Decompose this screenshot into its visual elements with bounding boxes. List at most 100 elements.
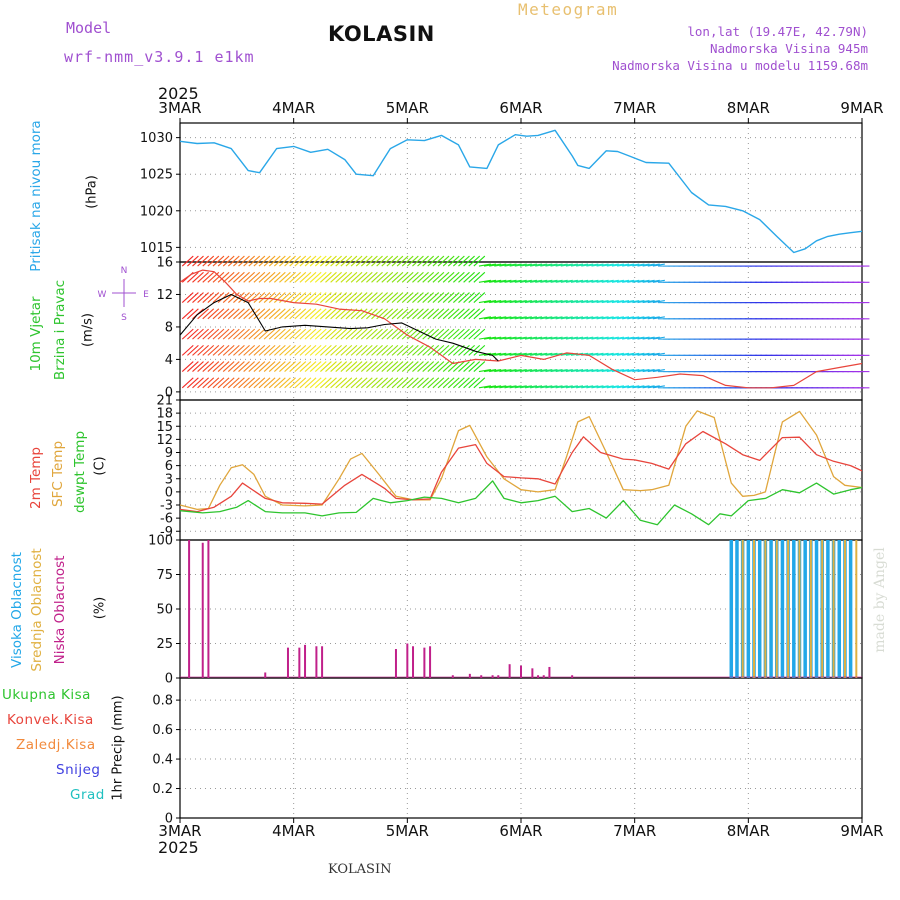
wind-barb bbox=[222, 328, 235, 340]
wind-barb bbox=[545, 300, 558, 304]
cloud-low-bar bbox=[429, 646, 432, 678]
wind-barb bbox=[406, 255, 419, 267]
time-label-bottom: 9MAR bbox=[840, 822, 883, 840]
wind-barb bbox=[447, 255, 460, 267]
wind-barb bbox=[366, 271, 378, 283]
wind-barb bbox=[238, 361, 250, 372]
wind-barb bbox=[611, 369, 625, 373]
wind-barb bbox=[642, 352, 655, 356]
wind-barb bbox=[396, 292, 409, 303]
y-tick-label: 8 bbox=[165, 320, 173, 335]
wind-barb bbox=[652, 279, 665, 283]
wind-barb bbox=[340, 377, 353, 389]
wind-barb bbox=[570, 369, 584, 373]
wind-barb bbox=[478, 369, 492, 373]
wind-barb bbox=[468, 292, 481, 303]
wind-barb bbox=[345, 344, 358, 356]
wind-barb bbox=[509, 369, 522, 373]
wind-barb bbox=[406, 308, 419, 320]
wind-barb bbox=[483, 336, 497, 340]
wind-barb bbox=[376, 328, 389, 340]
wind-barb bbox=[647, 352, 660, 356]
wind-barb bbox=[258, 292, 271, 303]
wind-barb bbox=[494, 300, 507, 304]
wind-barb bbox=[263, 361, 276, 372]
wind-barb bbox=[632, 279, 645, 283]
wind-barb bbox=[391, 271, 404, 283]
wind-barb bbox=[622, 385, 635, 389]
wind-barb bbox=[412, 255, 424, 267]
precip-legend-conv: Konvek.Kisa bbox=[7, 712, 94, 728]
wind-barb bbox=[509, 316, 522, 320]
wind-barb bbox=[202, 328, 215, 340]
wind-barb bbox=[642, 369, 655, 373]
wind-barb bbox=[442, 328, 455, 340]
wind-barb bbox=[181, 255, 194, 267]
wind-barb bbox=[325, 255, 337, 267]
wind-barb bbox=[494, 316, 507, 320]
y-tick-label: 6 bbox=[165, 459, 173, 474]
wind-barb bbox=[386, 344, 399, 356]
wind-barb bbox=[637, 316, 650, 320]
wind-barb bbox=[637, 263, 650, 267]
y-tick-label: 12 bbox=[156, 433, 173, 448]
wind-barb bbox=[452, 361, 465, 372]
wind-barb bbox=[284, 361, 296, 372]
wind-barb bbox=[427, 377, 440, 389]
cloud-high-bar bbox=[814, 540, 819, 678]
wind-barb bbox=[376, 344, 389, 356]
wind-barb bbox=[217, 344, 230, 356]
wind-barb bbox=[217, 308, 230, 320]
wind-barb bbox=[489, 263, 502, 267]
cloud-high-bar bbox=[757, 540, 762, 678]
wind-barb bbox=[591, 369, 604, 373]
wind-barb bbox=[391, 308, 404, 320]
wind-barb bbox=[248, 271, 261, 283]
cloud-low-bar bbox=[406, 643, 409, 678]
wind-barb bbox=[304, 255, 317, 267]
cloud-high-bar bbox=[792, 540, 796, 678]
wind-barb bbox=[627, 352, 640, 356]
wind-barb bbox=[304, 361, 317, 372]
wind-barb bbox=[360, 344, 373, 356]
wind-barb bbox=[381, 377, 394, 389]
wind-barb bbox=[545, 316, 558, 320]
wind-barb bbox=[366, 328, 378, 340]
wind-barb bbox=[422, 361, 435, 372]
wind-barb bbox=[330, 271, 342, 283]
y-tick-label: 25 bbox=[156, 637, 173, 652]
wind-barb bbox=[616, 385, 630, 389]
wind-barb bbox=[524, 300, 538, 304]
wind-barb bbox=[530, 300, 543, 304]
wind-barbs bbox=[181, 255, 870, 389]
wind-barb bbox=[489, 316, 502, 320]
wind-barb bbox=[647, 263, 660, 267]
y-tick-label: 12 bbox=[156, 288, 173, 303]
wind-barb bbox=[248, 328, 261, 340]
cloud-high-bar bbox=[769, 540, 773, 678]
wind-barb bbox=[570, 316, 584, 320]
wind-barb bbox=[468, 308, 481, 320]
wind-barb bbox=[616, 336, 630, 340]
wind-barb bbox=[530, 336, 543, 340]
y-tick-label: 4 bbox=[165, 353, 173, 368]
wind-barb bbox=[371, 328, 383, 340]
wind-barb bbox=[627, 336, 640, 340]
wind-barb bbox=[483, 279, 497, 283]
wind-barb bbox=[560, 336, 573, 340]
wind-barb bbox=[427, 255, 440, 267]
wind-barb bbox=[366, 377, 378, 389]
wind-barb bbox=[637, 385, 650, 389]
wind-barb bbox=[222, 361, 235, 372]
wind-barb bbox=[514, 279, 527, 283]
wind-barb bbox=[227, 308, 240, 320]
wind-barb bbox=[432, 255, 445, 267]
wind-barb bbox=[335, 271, 348, 283]
wind-barb bbox=[406, 377, 419, 389]
wind-barb bbox=[524, 263, 538, 267]
wind-barb bbox=[222, 308, 235, 320]
wind-barb bbox=[427, 308, 440, 320]
cloud-low-bar bbox=[321, 646, 324, 678]
wind-barb bbox=[304, 271, 317, 283]
